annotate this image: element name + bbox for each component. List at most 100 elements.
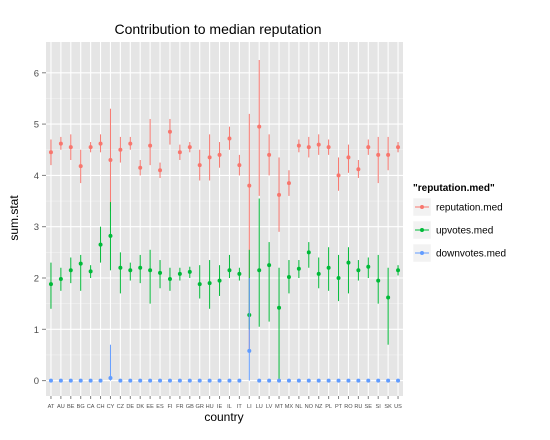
data-point	[58, 141, 63, 146]
data-point	[88, 378, 93, 383]
data-point	[396, 268, 401, 273]
data-point	[177, 271, 182, 276]
x-tick-label: RU	[354, 404, 362, 410]
legend-label: upvotes.med	[436, 226, 493, 237]
data-point	[167, 378, 172, 383]
x-tick-label: NL	[295, 404, 302, 410]
data-point	[267, 263, 272, 268]
data-point	[267, 152, 272, 157]
x-tick-label: MX	[285, 404, 294, 410]
data-point	[197, 163, 202, 168]
data-point	[366, 378, 371, 383]
data-point	[118, 378, 123, 383]
series-layer	[48, 59, 401, 383]
data-point	[346, 155, 351, 160]
x-tick-label: CY	[107, 404, 115, 410]
data-point	[316, 378, 321, 383]
data-point	[286, 181, 291, 186]
x-tick-label: IL	[227, 404, 232, 410]
data-point	[257, 268, 262, 273]
data-point	[78, 164, 83, 169]
data-point	[158, 270, 163, 275]
data-point	[247, 348, 252, 353]
data-point	[68, 268, 73, 273]
data-point	[277, 192, 282, 197]
data-point	[98, 378, 103, 383]
data-point	[138, 265, 143, 270]
x-tick-label: DE	[126, 404, 134, 410]
data-point	[227, 268, 232, 273]
data-point	[78, 261, 83, 266]
data-point	[58, 378, 63, 383]
data-point	[217, 378, 222, 383]
data-point	[386, 378, 391, 383]
data-point	[88, 269, 93, 274]
data-point	[356, 268, 361, 273]
x-tick-label: BE	[67, 404, 75, 410]
x-tick-label: IE	[217, 404, 223, 410]
grid	[46, 42, 403, 396]
x-tick-label: FR	[176, 404, 183, 410]
x-tick-label: CA	[87, 404, 95, 410]
data-point	[207, 378, 212, 383]
y-tick-label: 6	[34, 68, 39, 79]
y-axis: 0 1 2 3 4 5 6	[34, 68, 46, 387]
x-tick-label: LI	[247, 404, 252, 410]
data-point	[187, 145, 192, 150]
data-point	[336, 173, 341, 178]
data-point	[78, 378, 83, 383]
data-point	[366, 145, 371, 150]
data-point	[108, 158, 113, 162]
data-point	[306, 145, 311, 150]
x-tick-label: CH	[96, 404, 104, 410]
data-point	[167, 129, 172, 134]
x-tick-label: NO	[305, 404, 314, 410]
data-point	[296, 266, 301, 271]
x-tick-label: LV	[266, 404, 273, 410]
x-tick-label: PL	[325, 404, 332, 410]
data-point	[316, 142, 321, 147]
data-point	[306, 250, 311, 255]
data-point	[237, 271, 242, 276]
data-point	[148, 143, 153, 148]
data-point	[177, 378, 182, 383]
legend-key-point	[420, 205, 424, 209]
x-axis: AT AU BE BG CA CH CY CZ DE DK EE ES FI FR GB GR HU IE IL IT…	[48, 396, 402, 410]
data-point	[396, 145, 401, 150]
x-tick-label: LU	[256, 404, 263, 410]
data-point	[396, 378, 401, 383]
data-point	[118, 265, 123, 270]
series-reputation.med	[48, 59, 401, 350]
data-point	[286, 378, 291, 383]
series-upvotes.med	[48, 198, 401, 381]
y-tick-label: 4	[34, 171, 39, 182]
x-tick-label: AT	[48, 404, 55, 410]
y-tick-label: 0	[34, 376, 39, 387]
data-point	[386, 152, 391, 157]
x-tick-label: US	[394, 404, 402, 410]
x-tick-label: BG	[77, 404, 85, 410]
data-point	[336, 276, 341, 280]
data-point	[108, 233, 113, 238]
data-point	[88, 145, 93, 150]
data-point	[257, 378, 262, 383]
data-point	[296, 143, 301, 148]
data-point	[167, 277, 172, 282]
y-tick-label: 1	[34, 325, 39, 336]
x-tick-label: ES	[156, 404, 164, 410]
data-point	[237, 378, 242, 383]
data-point	[48, 282, 53, 287]
x-axis-title: country	[204, 410, 243, 424]
x-tick-label: AU	[57, 404, 65, 410]
data-point	[108, 376, 113, 381]
data-point	[158, 168, 163, 173]
y-tick-label: 3	[34, 222, 39, 233]
x-tick-label: NZ	[315, 404, 323, 410]
chart-title: Contribution to median reputation	[114, 21, 321, 37]
legend-title: "reputation.med"	[413, 183, 495, 194]
data-point	[197, 378, 202, 383]
x-tick-label: IT	[237, 404, 243, 410]
data-point	[247, 183, 252, 188]
